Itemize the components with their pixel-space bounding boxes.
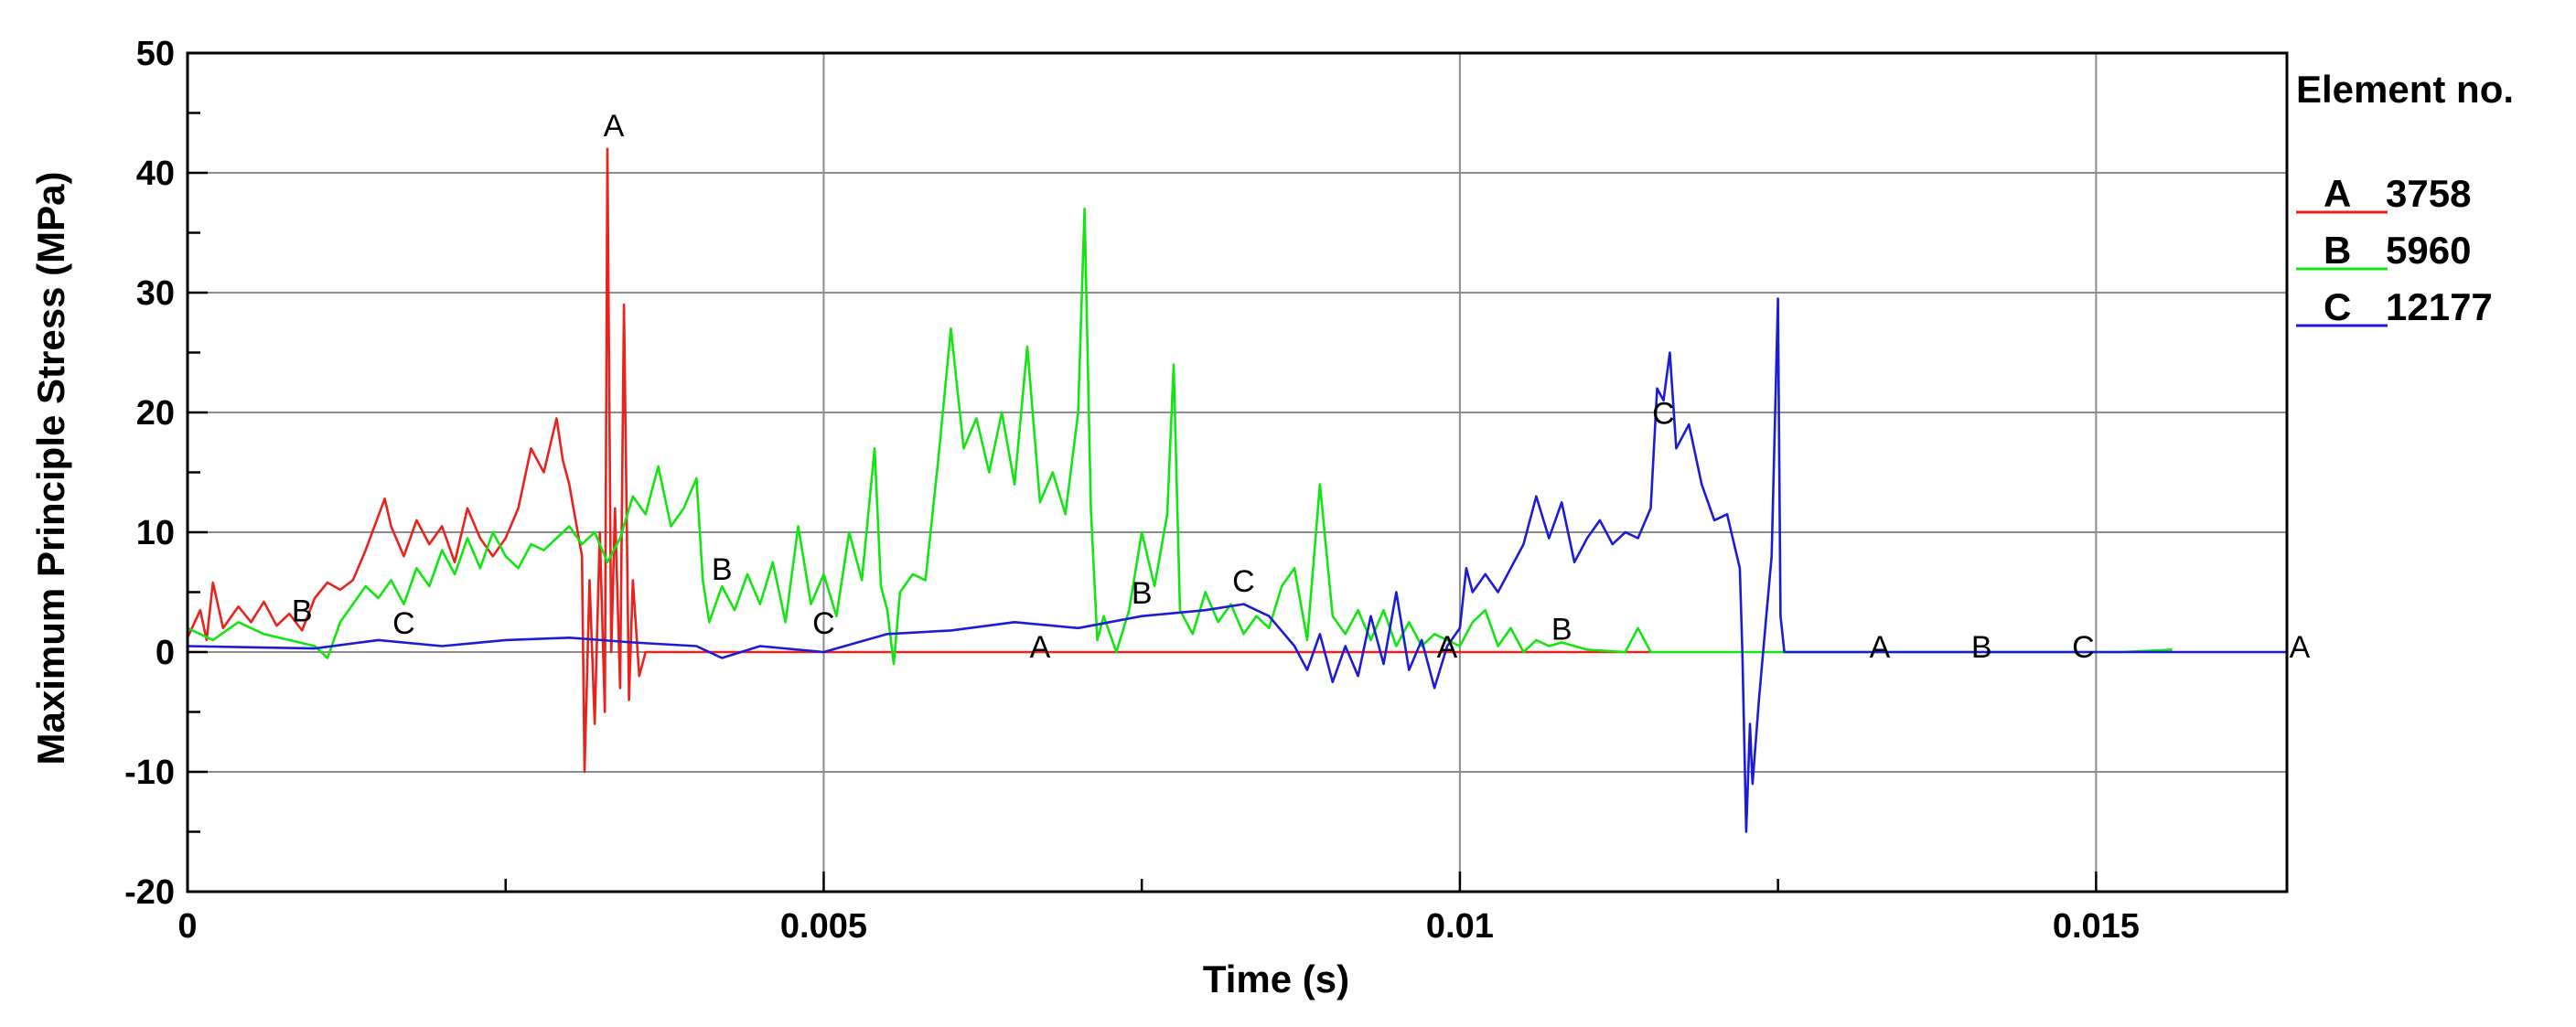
y-tick-label: -10	[124, 754, 175, 792]
x-tick-label: 0	[177, 907, 197, 946]
series-marker-B: B	[712, 552, 733, 587]
legend-label-A: 3758	[2386, 172, 2471, 215]
legend-item-B: B 5960	[2296, 229, 2471, 272]
series-line-A	[186, 147, 1651, 774]
legend-title: Element no.	[2296, 68, 2514, 111]
y-tick-label: 50	[136, 35, 175, 73]
legend-marker-A: A	[2324, 172, 2351, 215]
series-marker-A: A	[604, 109, 625, 144]
series-line-B	[187, 208, 2173, 666]
series-marker-A: A	[1437, 630, 1458, 665]
x-axis-title: Time (s)	[1203, 957, 1349, 1000]
y-tick-label: 0	[156, 634, 175, 672]
x-tick-label: 0.01	[1426, 907, 1494, 946]
series-marker-A: A	[1030, 630, 1051, 665]
legend: Element no. A 3758 B 5960 C 12177	[2296, 68, 2514, 328]
series-marker-C: C	[1232, 564, 1255, 599]
series-marker-C: C	[1652, 397, 1675, 432]
series-marker-B: B	[292, 594, 313, 629]
y-tick-label: 20	[136, 394, 175, 433]
series-markers: A A A A A B B B B B C C C C C	[292, 109, 2311, 665]
series-marker-A: A	[2290, 630, 2311, 665]
series-marker-B: B	[1551, 612, 1572, 647]
series-line-C	[187, 297, 2287, 833]
x-axis-ticks: 0 0.005 0.01 0.015	[177, 872, 2140, 946]
y-axis-title: Maximum Principle Stress (MPa)	[29, 172, 72, 765]
legend-marker-C: C	[2324, 285, 2351, 328]
series-marker-C: C	[2072, 630, 2095, 665]
y-tick-label: -20	[124, 873, 175, 912]
y-axis-ticks: -20 -10 0 10 20 30 40 50	[124, 35, 208, 912]
y-tick-label: 30	[136, 274, 175, 313]
x-tick-label: 0.005	[780, 907, 867, 946]
legend-item-C: C 12177	[2296, 285, 2493, 328]
y-tick-label: 10	[136, 514, 175, 552]
series-marker-C: C	[812, 606, 835, 641]
series-layer	[186, 147, 2287, 833]
series-marker-B: B	[1132, 576, 1153, 611]
plot-border	[186, 51, 2289, 893]
legend-label-B: 5960	[2386, 229, 2471, 272]
legend-item-A: A 3758	[2296, 172, 2471, 215]
series-marker-B: B	[1971, 630, 1992, 665]
plot-frame	[186, 51, 2289, 893]
x-tick-label: 0.015	[2053, 907, 2140, 946]
series-marker-C: C	[392, 606, 415, 641]
series-marker-A: A	[1870, 630, 1891, 665]
y-tick-label: 40	[136, 155, 175, 193]
legend-marker-B: B	[2324, 229, 2351, 272]
legend-label-C: 12177	[2386, 285, 2493, 328]
grid-lines	[188, 53, 2287, 892]
